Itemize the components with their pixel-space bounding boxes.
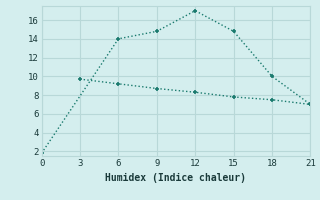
X-axis label: Humidex (Indice chaleur): Humidex (Indice chaleur) [106,173,246,183]
